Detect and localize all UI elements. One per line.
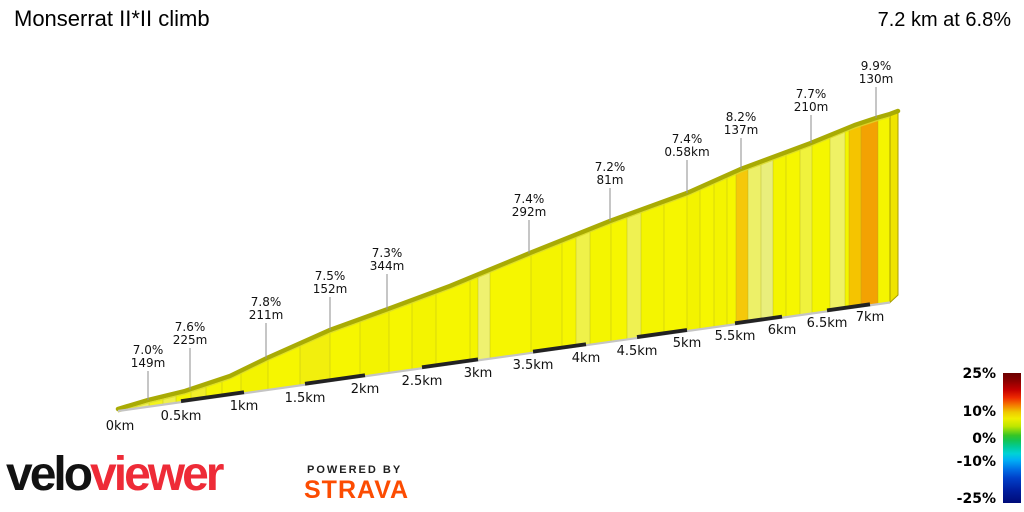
profile-segment [849, 123, 861, 309]
profile-segment [800, 142, 812, 316]
distance-dash [304, 373, 366, 386]
profile-segment [562, 234, 576, 349]
strava-logo: STRAVA [304, 476, 410, 504]
profile-segment [300, 330, 330, 386]
km-tick-label: 4.5km [617, 344, 658, 359]
km-tick-label: 1.5km [285, 391, 326, 406]
segment-annotation: 7.8% 211m [249, 295, 284, 322]
profile-segment [664, 193, 687, 335]
profile-segment [627, 209, 641, 340]
page-title: Monserrat II*II climb [14, 6, 210, 31]
segment-annotation: 7.5% 152m [313, 269, 348, 296]
profile-segment [748, 161, 761, 323]
profile-segment [478, 269, 490, 361]
segment-annotation: 7.3% 344m [370, 246, 405, 273]
profile-segment [490, 252, 531, 359]
km-tick-label: 3.5km [513, 358, 554, 373]
segment-annotation: 7.4% 292m [512, 192, 547, 219]
segment-annotation: 7.2% 81m [595, 160, 626, 187]
segment-annotation: 7.6% 225m [173, 320, 208, 347]
km-tick-label: 7km [856, 310, 884, 325]
profile-segment [241, 357, 268, 394]
km-tick-label: 1km [230, 399, 258, 414]
km-tick-label: 5.5km [715, 329, 756, 344]
distance-dash [734, 314, 783, 326]
logo-viewer-text: viewer [90, 448, 224, 501]
profile-segment [389, 300, 412, 373]
profile-segment [436, 277, 470, 367]
segment-annotation: 9.9% 130m [859, 59, 894, 86]
profile-segment [845, 127, 849, 309]
distance-dash [180, 390, 245, 404]
profile-segment [576, 229, 590, 347]
distance-dash [826, 302, 871, 313]
km-tick-label: 0.5km [161, 409, 202, 424]
profile-segment [830, 129, 845, 311]
profile-segment [786, 147, 800, 318]
profile-segment [812, 135, 830, 314]
profile-segment [641, 201, 664, 338]
profile-segment [222, 370, 241, 397]
profile-segment [736, 166, 748, 325]
km-tick-label: 2km [351, 382, 379, 397]
km-tick-label: 5km [673, 336, 701, 351]
profile-ridge [115, 108, 901, 412]
profile-segment [861, 117, 878, 307]
veloviewer-logo: veloviewer [6, 447, 224, 503]
profile-segment [412, 291, 436, 370]
profile-segment [611, 214, 627, 342]
profile-segment [590, 220, 611, 345]
profile-segment [773, 152, 786, 319]
profile-segment [330, 319, 360, 382]
profile-segment [360, 308, 389, 377]
profile-end-cap [889, 110, 899, 304]
segment-annotation: 7.4% 0.58km [664, 132, 709, 159]
distance-dash [636, 328, 688, 339]
segment-annotation: 7.7% 210m [794, 87, 829, 114]
km-tick-label: 2.5km [402, 374, 443, 389]
segment-annotation: 8.2% 137m [724, 110, 759, 137]
logo-velo-text: velo [6, 448, 93, 501]
profile-segment [470, 274, 478, 362]
segment-annotation: 7.0% 149m [131, 343, 166, 370]
profile-segment [727, 171, 736, 326]
profile-segment [687, 187, 700, 332]
km-tick-label: 6km [768, 323, 796, 338]
profile-segment [700, 181, 714, 330]
powered-by-label: POWERED BY [307, 464, 403, 476]
profile-segment [878, 114, 890, 305]
distance-dash [532, 342, 587, 354]
distance-dash [421, 357, 479, 370]
profile-segment [531, 240, 562, 353]
km-tick-label: 0km [106, 419, 134, 434]
profile-ridge-highlight [117, 116, 891, 413]
km-tick-label: 6.5km [807, 316, 848, 331]
profile-segment [761, 157, 773, 321]
km-tick-label: 4km [572, 351, 600, 366]
climb-summary: 7.2 km at 6.8% [877, 9, 1011, 31]
profile-segment [714, 175, 727, 328]
km-tick-label: 3km [464, 366, 492, 381]
